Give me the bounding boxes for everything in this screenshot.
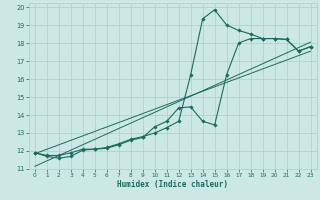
X-axis label: Humidex (Indice chaleur): Humidex (Indice chaleur) <box>117 180 228 189</box>
